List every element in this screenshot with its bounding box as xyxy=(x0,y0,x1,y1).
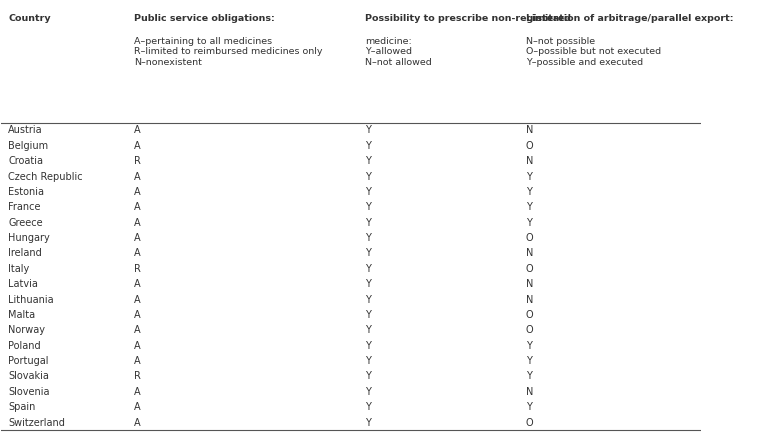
Text: Y: Y xyxy=(365,218,371,228)
Text: R: R xyxy=(134,156,141,166)
Text: Y: Y xyxy=(365,171,371,181)
Text: Norway: Norway xyxy=(8,325,46,335)
Text: Y: Y xyxy=(526,371,532,382)
Text: A: A xyxy=(134,249,141,259)
Text: O: O xyxy=(526,418,533,428)
Text: Belgium: Belgium xyxy=(8,141,49,151)
Text: N: N xyxy=(526,279,533,289)
Text: O: O xyxy=(526,233,533,243)
Text: A: A xyxy=(134,387,141,397)
Text: Spain: Spain xyxy=(8,402,36,412)
Text: Y: Y xyxy=(365,126,371,136)
Text: O: O xyxy=(526,310,533,320)
Text: Austria: Austria xyxy=(8,126,43,136)
Text: Portugal: Portugal xyxy=(8,356,49,366)
Text: O: O xyxy=(526,325,533,335)
Text: A: A xyxy=(134,295,141,305)
Text: Y: Y xyxy=(365,402,371,412)
Text: Y: Y xyxy=(365,295,371,305)
Text: Country: Country xyxy=(8,14,51,24)
Text: Y: Y xyxy=(526,218,532,228)
Text: A: A xyxy=(134,171,141,181)
Text: Malta: Malta xyxy=(8,310,36,320)
Text: Public service obligations:: Public service obligations: xyxy=(134,14,275,24)
Text: Italy: Italy xyxy=(8,264,30,274)
Text: N: N xyxy=(526,387,533,397)
Text: Y: Y xyxy=(526,341,532,351)
Text: Y: Y xyxy=(365,264,371,274)
Text: medicine:
Y–allowed
N–not allowed: medicine: Y–allowed N–not allowed xyxy=(365,37,432,67)
Text: Y: Y xyxy=(365,418,371,428)
Text: Y: Y xyxy=(365,156,371,166)
Text: France: France xyxy=(8,202,41,212)
Text: O: O xyxy=(526,141,533,151)
Text: Slovenia: Slovenia xyxy=(8,387,50,397)
Text: Y: Y xyxy=(365,279,371,289)
Text: Greece: Greece xyxy=(8,218,43,228)
Text: Croatia: Croatia xyxy=(8,156,43,166)
Text: Y: Y xyxy=(365,356,371,366)
Text: N: N xyxy=(526,295,533,305)
Text: A: A xyxy=(134,418,141,428)
Text: A: A xyxy=(134,279,141,289)
Text: R: R xyxy=(134,371,141,382)
Text: N–not possible
O–possible but not executed
Y–possible and executed: N–not possible O–possible but not execut… xyxy=(526,37,661,67)
Text: Y: Y xyxy=(365,233,371,243)
Text: Y: Y xyxy=(526,202,532,212)
Text: Ireland: Ireland xyxy=(8,249,42,259)
Text: A: A xyxy=(134,402,141,412)
Text: Y: Y xyxy=(365,341,371,351)
Text: Y: Y xyxy=(365,387,371,397)
Text: Lithuania: Lithuania xyxy=(8,295,54,305)
Text: N: N xyxy=(526,249,533,259)
Text: Y: Y xyxy=(526,356,532,366)
Text: Y: Y xyxy=(365,310,371,320)
Text: A: A xyxy=(134,310,141,320)
Text: Estonia: Estonia xyxy=(8,187,44,197)
Text: O: O xyxy=(526,264,533,274)
Text: Y: Y xyxy=(365,371,371,382)
Text: Y: Y xyxy=(526,187,532,197)
Text: A: A xyxy=(134,233,141,243)
Text: Possibility to prescribe non-registered: Possibility to prescribe non-registered xyxy=(365,14,571,24)
Text: Y: Y xyxy=(365,141,371,151)
Text: Slovakia: Slovakia xyxy=(8,371,50,382)
Text: A: A xyxy=(134,356,141,366)
Text: Hungary: Hungary xyxy=(8,233,50,243)
Text: Y: Y xyxy=(526,402,532,412)
Text: Y: Y xyxy=(365,325,371,335)
Text: A: A xyxy=(134,218,141,228)
Text: N: N xyxy=(526,126,533,136)
Text: Y: Y xyxy=(365,187,371,197)
Text: R: R xyxy=(134,264,141,274)
Text: Y: Y xyxy=(526,171,532,181)
Text: Poland: Poland xyxy=(8,341,41,351)
Text: Czech Republic: Czech Republic xyxy=(8,171,83,181)
Text: Y: Y xyxy=(365,202,371,212)
Text: N: N xyxy=(526,156,533,166)
Text: A: A xyxy=(134,202,141,212)
Text: A: A xyxy=(134,325,141,335)
Text: A: A xyxy=(134,187,141,197)
Text: Latvia: Latvia xyxy=(8,279,38,289)
Text: A: A xyxy=(134,141,141,151)
Text: Switzerland: Switzerland xyxy=(8,418,66,428)
Text: A–pertaining to all medicines
R–limited to reimbursed medicines only
N–nonexiste: A–pertaining to all medicines R–limited … xyxy=(134,37,323,67)
Text: Limitation of arbitrage/parallel export:: Limitation of arbitrage/parallel export: xyxy=(526,14,733,24)
Text: A: A xyxy=(134,126,141,136)
Text: A: A xyxy=(134,341,141,351)
Text: Y: Y xyxy=(365,249,371,259)
